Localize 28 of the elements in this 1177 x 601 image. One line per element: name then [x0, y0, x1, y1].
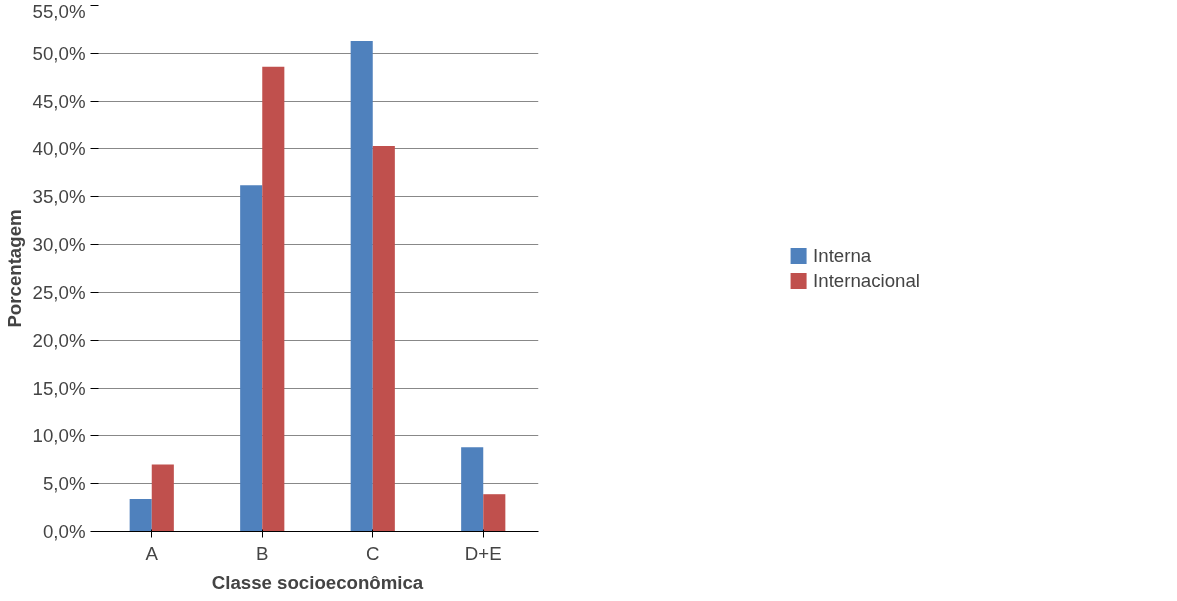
bar — [129, 498, 152, 532]
bar — [262, 66, 285, 532]
legend-label: Internacional — [813, 269, 920, 292]
bar — [461, 447, 484, 532]
y-tick-label: 20,0% — [32, 329, 86, 351]
y-tick-label: 45,0% — [32, 90, 86, 112]
x-axis-title: Classe socioeconômica — [211, 571, 424, 593]
y-tick-label: 35,0% — [32, 186, 86, 208]
bar — [483, 494, 506, 532]
y-tick-label: 15,0% — [32, 377, 86, 399]
y-tick-label: 5,0% — [42, 473, 86, 495]
y-tick-label: 55,0% — [32, 0, 86, 22]
x-tick-label: C — [366, 542, 380, 564]
bar — [372, 146, 395, 532]
y-tick-label: 0,0% — [42, 521, 86, 542]
y-tick-label: 30,0% — [32, 234, 86, 256]
bar — [240, 185, 263, 532]
y-tick-label: 10,0% — [32, 425, 86, 447]
x-tick-label: A — [145, 542, 159, 564]
x-tick-label: D+E — [464, 542, 502, 564]
y-axis-title: Porcentagem — [3, 209, 25, 328]
bar — [151, 464, 174, 532]
bar — [350, 40, 373, 532]
legend-label: Interna — [813, 244, 872, 267]
y-tick-label: 50,0% — [32, 42, 86, 64]
x-tick-label: B — [256, 542, 269, 564]
y-tick-label: 40,0% — [32, 138, 86, 160]
y-tick-label: 25,0% — [32, 281, 86, 303]
